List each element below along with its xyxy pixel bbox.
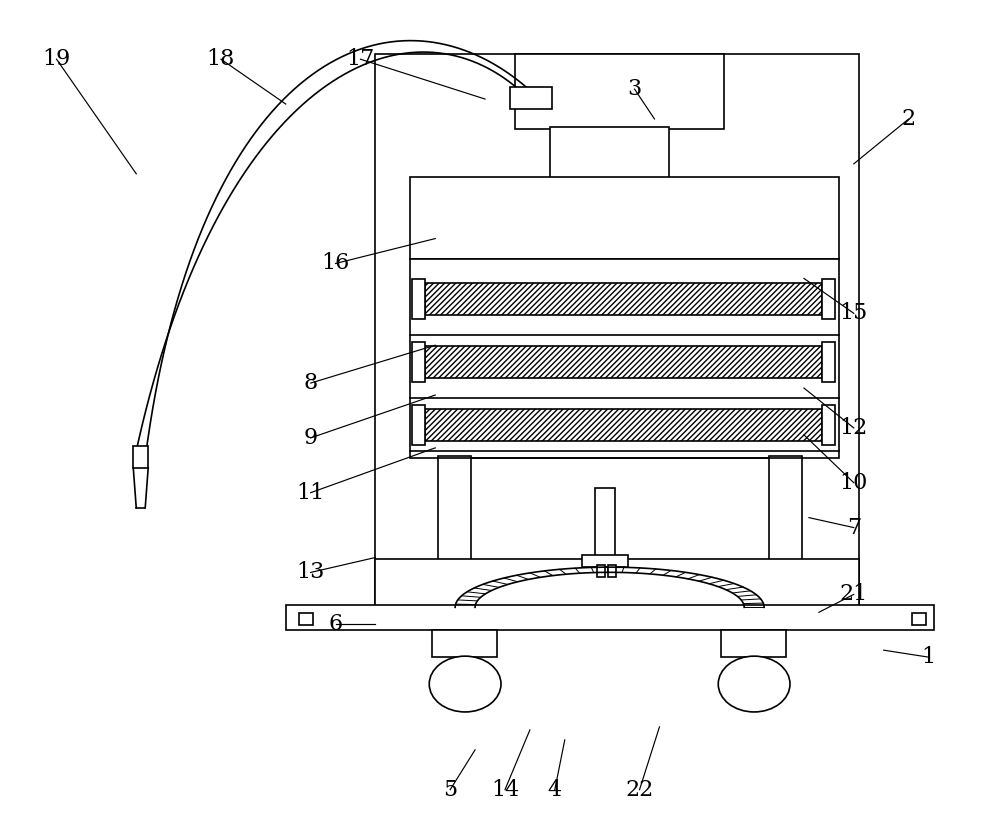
Text: 17: 17 bbox=[346, 48, 375, 70]
Text: 21: 21 bbox=[840, 584, 868, 606]
Bar bbox=[822, 405, 835, 445]
Bar bbox=[299, 613, 313, 625]
Bar bbox=[286, 606, 934, 630]
Text: 7: 7 bbox=[847, 516, 861, 538]
Text: 11: 11 bbox=[297, 482, 325, 504]
Bar bbox=[432, 630, 497, 657]
Text: 2: 2 bbox=[902, 108, 916, 130]
Text: 12: 12 bbox=[840, 417, 868, 439]
Bar bbox=[912, 613, 926, 625]
Text: 8: 8 bbox=[304, 372, 318, 394]
Text: 3: 3 bbox=[627, 78, 642, 100]
Ellipse shape bbox=[429, 656, 501, 712]
Bar bbox=[438, 456, 471, 563]
Bar bbox=[822, 280, 835, 320]
Bar bbox=[425, 409, 822, 441]
Text: 5: 5 bbox=[443, 779, 457, 801]
Bar bbox=[510, 87, 552, 109]
Bar bbox=[425, 284, 822, 315]
Bar bbox=[425, 346, 822, 378]
Text: 1: 1 bbox=[921, 646, 936, 668]
Bar bbox=[375, 54, 859, 628]
Bar bbox=[412, 405, 425, 445]
Bar bbox=[410, 259, 839, 458]
Bar bbox=[595, 488, 615, 558]
Text: 6: 6 bbox=[329, 613, 343, 635]
Text: 22: 22 bbox=[625, 779, 654, 801]
Bar bbox=[425, 284, 822, 315]
Bar bbox=[425, 409, 822, 441]
Bar bbox=[822, 342, 835, 382]
Bar bbox=[608, 566, 616, 577]
Text: 9: 9 bbox=[304, 427, 318, 449]
Bar bbox=[375, 559, 859, 607]
Text: 15: 15 bbox=[840, 302, 868, 324]
Bar bbox=[515, 54, 724, 129]
Bar bbox=[412, 280, 425, 320]
Bar bbox=[597, 566, 605, 577]
Text: 16: 16 bbox=[321, 253, 350, 275]
Text: 4: 4 bbox=[548, 779, 562, 801]
Bar bbox=[550, 127, 669, 179]
Bar bbox=[425, 346, 822, 378]
Bar bbox=[410, 176, 839, 259]
Text: 13: 13 bbox=[296, 562, 325, 584]
Bar bbox=[721, 630, 786, 657]
Text: 19: 19 bbox=[42, 48, 71, 70]
Text: 10: 10 bbox=[840, 472, 868, 493]
Bar bbox=[582, 555, 628, 567]
Bar bbox=[133, 446, 148, 467]
Bar bbox=[769, 456, 802, 563]
Bar bbox=[412, 342, 425, 382]
Text: 14: 14 bbox=[491, 779, 519, 801]
Text: 18: 18 bbox=[207, 48, 235, 70]
Ellipse shape bbox=[718, 656, 790, 712]
